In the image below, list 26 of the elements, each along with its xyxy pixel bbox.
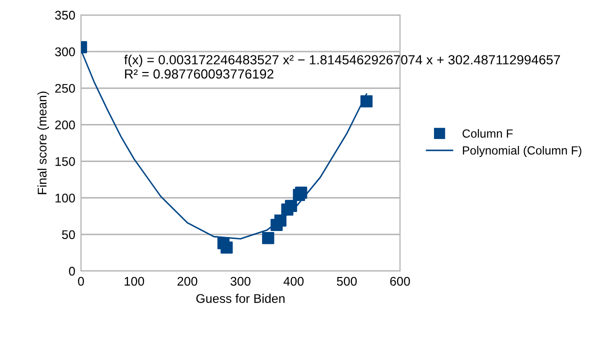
x-tick-label: 100: [124, 276, 144, 286]
point: [220, 242, 233, 254]
annotation: f(x) = 0.003172246483527 x² − 1.81454629267074 x + 302.487112994657 R² = 0.987760093776192: [124, 54, 560, 79]
y-tick-label: 150: [56, 157, 75, 166]
legend-label: Polynomial (Column F): [462, 146, 582, 157]
x-axis-title: Guess for Biden: [196, 294, 285, 303]
x-tick-label: 400: [284, 276, 304, 286]
point: [274, 214, 286, 227]
point: [360, 95, 373, 108]
y-axis-title: Final score (mean): [37, 92, 50, 194]
x-tick-label: 0: [78, 276, 84, 286]
x-tick-label: 200: [178, 276, 198, 286]
legend-label: Column F: [462, 129, 513, 138]
x-tick-label: 300: [230, 276, 250, 286]
y-tick-label: 250: [55, 84, 75, 93]
x-tick-label: 600: [390, 276, 410, 286]
y-tick-label: 350: [55, 10, 75, 20]
y-tick-label: 50: [62, 230, 75, 240]
point: [262, 232, 274, 244]
y-tick-label: 200: [55, 120, 75, 130]
x-tick-label: 500: [336, 276, 357, 286]
point: [295, 186, 308, 199]
y-tick-label: 300: [55, 47, 75, 56]
point: [284, 200, 298, 212]
y-tick-label: 0: [68, 266, 75, 276]
y-tick-label: 100: [56, 194, 75, 203]
